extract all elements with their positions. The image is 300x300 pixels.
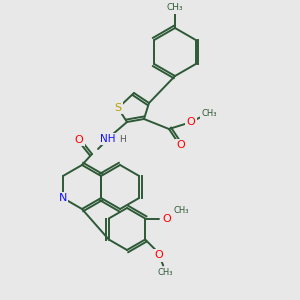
Text: S: S (114, 103, 122, 113)
Text: N: N (59, 193, 67, 203)
Text: O: O (75, 135, 83, 145)
Text: H: H (118, 136, 125, 145)
Text: CH₃: CH₃ (201, 109, 217, 118)
Text: NH: NH (100, 134, 116, 144)
Text: O: O (177, 140, 185, 150)
Text: O: O (163, 214, 172, 224)
Text: O: O (155, 250, 164, 260)
Text: CH₃: CH₃ (167, 4, 183, 13)
Text: CH₃: CH₃ (158, 268, 173, 277)
Text: O: O (187, 117, 195, 127)
Text: CH₃: CH₃ (173, 206, 189, 215)
